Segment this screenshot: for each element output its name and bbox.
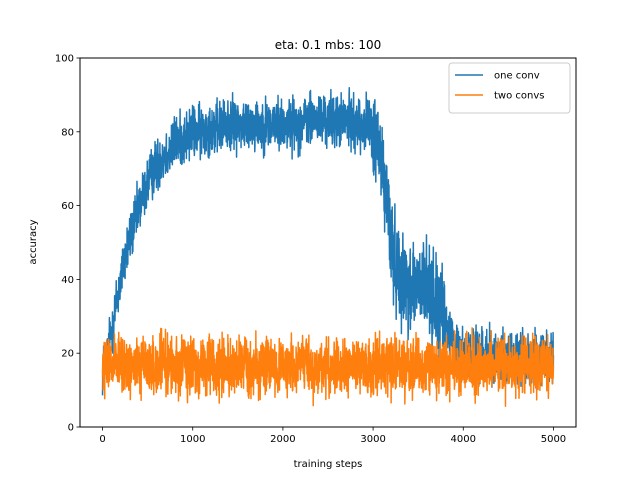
plot-frame [79, 57, 577, 428]
x-tick-label: 2000 [270, 434, 295, 445]
x-axis: 0 1000 2000 3000 4000 5000 [99, 427, 566, 445]
y-axis-label: accuracy [28, 219, 39, 264]
x-tick-label: 5000 [541, 434, 566, 445]
y-tick-label: 100 [55, 54, 74, 65]
legend-label: one conv [494, 71, 540, 82]
y-tick-label: 80 [61, 127, 74, 138]
y-axis: 0 20 40 60 80 100 [55, 54, 80, 434]
series-line-two-convs [101, 327, 555, 408]
x-tick-label: 0 [99, 434, 105, 445]
legend-label: two convs [494, 91, 544, 102]
y-tick-label: 40 [61, 275, 74, 286]
x-tick-label: 1000 [180, 434, 205, 445]
y-tick-label: 0 [68, 423, 74, 434]
x-tick-label: 3000 [360, 434, 385, 445]
x-axis-label: training steps [294, 459, 363, 470]
series-layer [101, 87, 555, 408]
legend: one conv two convs [448, 62, 571, 114]
y-tick-label: 20 [61, 349, 74, 360]
x-tick-label: 4000 [451, 434, 476, 445]
y-tick-label: 60 [61, 201, 74, 212]
chart-title: eta: 0.1 mbs: 100 [275, 38, 382, 52]
